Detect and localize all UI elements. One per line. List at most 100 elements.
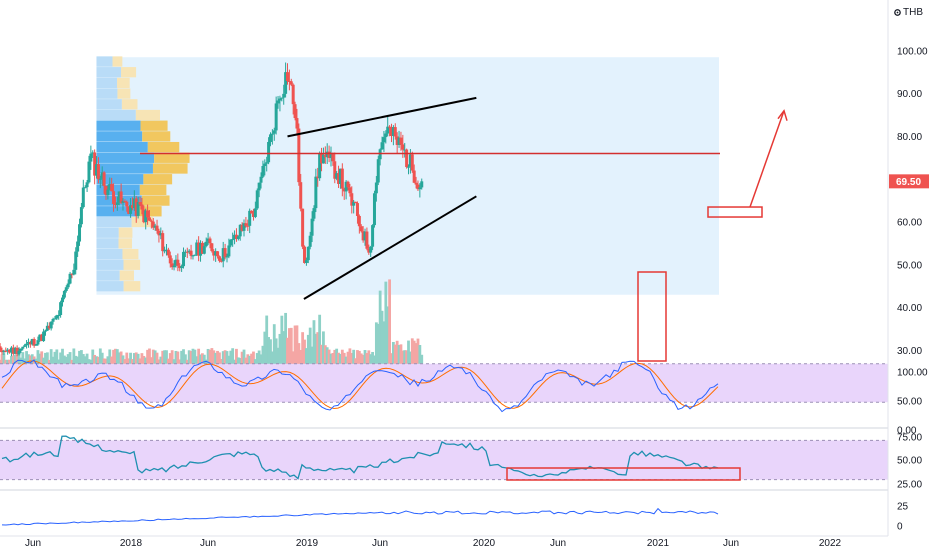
volume-bar xyxy=(146,349,149,366)
candle-body xyxy=(291,84,295,105)
volume-bar xyxy=(301,332,305,366)
volume-bar xyxy=(263,331,267,366)
volume-bar xyxy=(382,321,386,366)
volume-bar xyxy=(53,351,57,366)
volume-bar xyxy=(229,350,233,366)
bottom-pane xyxy=(0,489,888,526)
volume-bar xyxy=(165,350,168,366)
volume-bar xyxy=(110,356,114,366)
candle-body xyxy=(225,256,229,258)
candle-body xyxy=(172,265,176,268)
candle-body xyxy=(348,187,352,194)
volume-bar xyxy=(59,352,63,366)
candle-body xyxy=(121,201,125,203)
vp-down-bar xyxy=(117,88,131,99)
candle-body xyxy=(36,340,40,345)
volume-bar xyxy=(142,355,146,366)
time-tick-label: 2020 xyxy=(473,538,496,549)
volume-bar xyxy=(384,281,388,366)
volume-bar xyxy=(322,331,325,366)
candle-body xyxy=(293,104,297,119)
volume-bar xyxy=(221,351,225,366)
stoch-d-line xyxy=(1,360,719,409)
vp-down-bar xyxy=(121,67,137,78)
volume-bar xyxy=(204,359,208,366)
time-tick-label: 2022 xyxy=(819,538,842,549)
candle-body xyxy=(144,210,148,223)
volume-bar xyxy=(219,358,223,366)
candle-body xyxy=(57,315,61,317)
candle-body xyxy=(295,118,299,129)
candle-body xyxy=(395,136,399,145)
volume-bar xyxy=(159,356,163,366)
volume-bar xyxy=(13,354,17,366)
candle-body xyxy=(13,347,17,354)
vp-down-bar xyxy=(141,195,170,206)
candle-body xyxy=(153,225,157,228)
candle-body xyxy=(352,201,356,206)
candle-body xyxy=(96,164,100,180)
volume-profile-area xyxy=(96,57,720,295)
volume-bar xyxy=(308,327,312,366)
volume-bar xyxy=(17,348,21,366)
candle-body xyxy=(183,251,187,253)
candle-body xyxy=(386,126,390,134)
volume-bar xyxy=(119,351,123,366)
candle-body xyxy=(389,127,393,136)
vp-up-bar xyxy=(96,216,132,228)
candle-body xyxy=(372,193,376,226)
candle-body xyxy=(130,205,134,209)
candle-body xyxy=(163,250,167,252)
vp-down-bar xyxy=(119,270,134,281)
bottom-tick-label: 0 xyxy=(897,522,903,533)
volume-bar xyxy=(161,350,165,366)
stochastic-pane xyxy=(0,359,888,413)
candle-body xyxy=(136,202,140,216)
volume-bar xyxy=(168,353,172,366)
volume-bar xyxy=(318,314,322,366)
candle-body xyxy=(270,133,274,135)
candle-body xyxy=(354,201,358,204)
volume-bar xyxy=(97,356,100,366)
vp-up-bar xyxy=(96,174,144,185)
volume-bar xyxy=(346,351,350,366)
volume-bar xyxy=(38,353,42,366)
currency-label[interactable]: THB xyxy=(903,6,923,18)
gear-icon[interactable] xyxy=(893,3,902,21)
candle-body xyxy=(199,242,203,256)
candle-body xyxy=(359,226,363,232)
vp-down-bar xyxy=(122,248,139,260)
wedge-upper-line xyxy=(287,96,477,138)
volume-bar xyxy=(102,358,106,366)
candle-body xyxy=(129,205,133,214)
volume-bar xyxy=(329,353,333,366)
volume-bar xyxy=(10,355,13,366)
candle-body xyxy=(414,182,418,185)
volume-bar xyxy=(176,351,180,366)
candle-body xyxy=(195,242,199,255)
candle-body xyxy=(180,266,184,269)
candle-body xyxy=(83,187,87,189)
candle-body xyxy=(174,259,178,266)
candle-body xyxy=(219,260,223,262)
candle-body xyxy=(289,81,293,85)
candle-body xyxy=(40,334,44,342)
volume-bar xyxy=(87,359,91,366)
vp-up-bar xyxy=(96,120,141,131)
candle-body xyxy=(110,183,114,192)
vp-down-bar xyxy=(118,238,133,249)
rsi-support-box xyxy=(506,467,741,481)
candle-body xyxy=(206,238,210,242)
candle-body xyxy=(32,339,36,346)
volume-bar xyxy=(112,349,115,366)
volume-bar xyxy=(356,350,359,366)
volume-bar xyxy=(185,359,189,366)
vp-down-bar xyxy=(143,174,173,185)
candle-body xyxy=(320,153,324,164)
volume-bar xyxy=(238,357,242,366)
volume-bar xyxy=(323,345,327,366)
volume-bar xyxy=(267,337,270,366)
candle-body xyxy=(170,263,174,268)
volume-bar xyxy=(174,350,178,366)
